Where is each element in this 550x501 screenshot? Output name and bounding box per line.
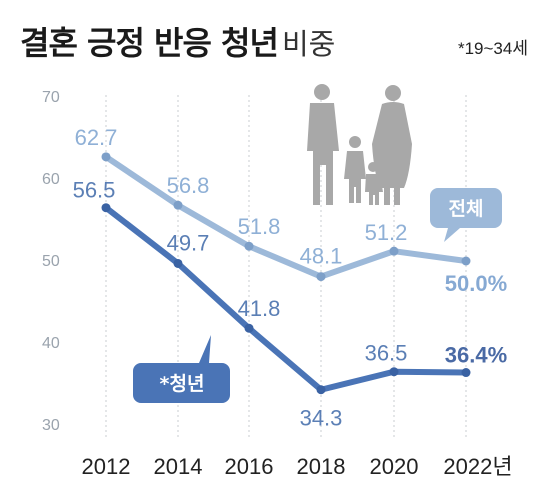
x-tick-label-2020: 2020 [370,454,419,479]
y-tick-label-30: 30 [42,417,60,434]
point-youth-2016 [244,323,254,333]
data-label-overall-2016: 51.8 [238,214,281,239]
legend-label-overall: 전체 [449,198,484,220]
data-label-overall-2022: 50.0% [445,271,507,296]
legend-callout-overall: 전체 [430,188,502,242]
point-overall-2022 [461,256,471,266]
data-label-overall-2020: 51.2 [365,220,408,245]
data-label-overall-2014: 56.8 [167,173,210,198]
title-main: 결혼 긍정 반응 청년 [20,24,279,62]
point-youth-2022 [461,368,471,378]
data-labels: 62.7 56.8 51.8 48.1 51.2 50.0% 56.5 49.7 41.8 34.… [73,125,508,431]
data-label-youth-2018: 34.3 [300,406,343,431]
data-label-youth-2016: 41.8 [238,296,281,321]
age-note: *19~34세 [457,39,528,58]
x-tick-label-2012: 2012 [82,454,131,479]
point-youth-2014 [173,258,183,268]
y-tick-label-50: 50 [42,253,60,270]
data-label-youth-2012: 56.5 [73,178,116,203]
series [101,152,471,395]
point-overall-2014 [173,200,183,210]
data-label-overall-2012: 62.7 [75,125,118,150]
y-tick-label-60: 60 [42,171,60,188]
point-youth-2020 [389,367,399,377]
point-overall-2016 [244,241,254,251]
x-tick-label-2016: 2016 [225,454,274,479]
family-silhouette-icon [307,84,412,205]
data-label-youth-2014: 49.7 [167,230,210,255]
data-label-overall-2018: 48.1 [300,244,343,269]
point-youth-2018 [316,385,326,395]
axes: 2012 2014 2016 2018 2020 2022년 30 40 50 60 70 [42,89,513,479]
data-label-youth-2020: 36.5 [365,341,408,366]
y-tick-label-70: 70 [42,89,60,106]
chart-title: 결혼 긍정 반응 청년 비중 [20,18,335,64]
x-tick-label-2014: 2014 [154,454,203,479]
title-suffix: 비중 [281,27,336,61]
legend-label-youth: *청년 [160,373,205,395]
legend-callout-youth: *청년 [133,335,230,403]
point-youth-2012 [101,203,111,213]
data-label-youth-2022: 36.4% [445,343,507,368]
series-line-overall [103,153,469,280]
series-line-youth [103,204,469,393]
x-tick-label-2022: 2022년 [443,454,512,479]
x-tick-label-2018: 2018 [297,454,346,479]
point-overall-2018 [316,272,326,282]
y-tick-label-40: 40 [42,335,60,352]
point-overall-2020 [389,246,399,256]
point-overall-2012 [101,152,111,162]
